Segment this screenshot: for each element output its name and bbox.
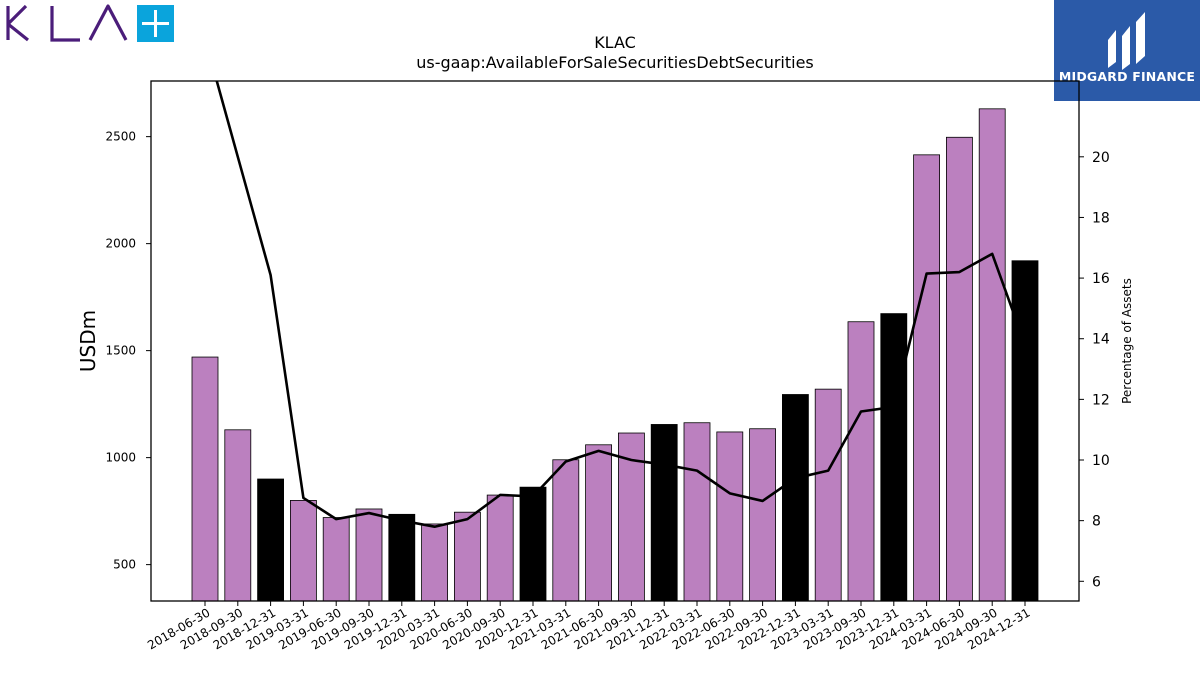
bar-2020-03-31 bbox=[421, 523, 449, 601]
y2-tick-label-6: 6 bbox=[1092, 574, 1101, 590]
y-tick-label-500: 500 bbox=[113, 558, 136, 572]
bar-2020-06-30 bbox=[453, 511, 481, 601]
bar-2022-09-30 bbox=[749, 428, 776, 601]
bar-2021-06-30 bbox=[585, 444, 612, 601]
bar-2021-12-31 bbox=[650, 424, 678, 601]
y-tick-label-1500: 1500 bbox=[105, 344, 136, 358]
percentage-of-assets-line bbox=[215, 81, 1027, 529]
y2-tick-label-18: 18 bbox=[1092, 210, 1110, 226]
y-axis-label: USDm bbox=[76, 310, 100, 372]
plot-frame bbox=[150, 80, 1080, 602]
chart-subtitle: us-gaap:AvailableForSaleSecuritiesDebtSe… bbox=[416, 53, 814, 72]
y2-axis-ticks: 6 8 10 12 14 16 18 20 bbox=[1079, 150, 1110, 590]
y-tick-label-1000: 1000 bbox=[105, 451, 136, 465]
midgard-mark-icon bbox=[1108, 12, 1145, 70]
plus-icon bbox=[142, 10, 169, 37]
bar-series bbox=[191, 108, 1039, 601]
bar-2019-03-31 bbox=[289, 500, 317, 601]
bar-2023-12-31 bbox=[880, 313, 908, 601]
bar-2024-03-31 bbox=[913, 154, 940, 601]
y2-tick-label-14: 14 bbox=[1092, 332, 1110, 348]
bar-2019-12-31 bbox=[388, 513, 416, 601]
y2-tick-label-20: 20 bbox=[1092, 150, 1110, 166]
y2-axis-label: Percentage of Assets bbox=[1120, 278, 1134, 404]
bar-2019-09-30 bbox=[355, 508, 383, 601]
kla-logo-k bbox=[6, 4, 29, 42]
midgard-finance-logo: MIDGARD FINANCE bbox=[1054, 0, 1200, 101]
bar-2018-09-30 bbox=[224, 429, 252, 601]
y-axis-ticks: 500 1000 1500 2000 2500 bbox=[105, 130, 151, 572]
bar-2018-12-31 bbox=[257, 478, 285, 601]
y2-tick-label-8: 8 bbox=[1092, 514, 1101, 530]
bar-2019-06-30 bbox=[322, 517, 350, 601]
bar-2024-06-30 bbox=[946, 136, 973, 601]
bar-2020-09-30 bbox=[486, 494, 514, 601]
bar-2022-03-31 bbox=[683, 422, 711, 601]
kla-logo-a bbox=[88, 4, 128, 41]
midgard-logo-text: MIDGARD FINANCE bbox=[1059, 69, 1195, 84]
kla-logo-l bbox=[50, 6, 80, 42]
y-tick-label-2500: 2500 bbox=[105, 130, 136, 144]
kla-logo bbox=[6, 4, 174, 42]
y2-tick-label-10: 10 bbox=[1092, 453, 1110, 469]
bar-2022-06-30 bbox=[716, 431, 744, 601]
chart-title: KLAC bbox=[594, 33, 636, 52]
bar-2021-03-31 bbox=[552, 459, 580, 601]
y2-tick-label-16: 16 bbox=[1092, 271, 1110, 287]
bar-2024-09-30 bbox=[978, 108, 1006, 601]
percentage-line-series bbox=[215, 81, 1027, 529]
x-axis-ticks: 2018-06-302018-09-302018-12-312019-03-31… bbox=[145, 601, 1033, 652]
bar-2022-12-31 bbox=[782, 394, 809, 601]
y-tick-label-2000: 2000 bbox=[105, 237, 136, 251]
bar-2023-03-31 bbox=[814, 388, 842, 601]
bar-2024-12-31 bbox=[1011, 260, 1039, 601]
y2-tick-label-12: 12 bbox=[1092, 392, 1110, 408]
bar-2018-06-30 bbox=[191, 356, 219, 601]
bar-2020-12-31 bbox=[519, 486, 547, 601]
bar-2023-09-30 bbox=[847, 321, 875, 601]
